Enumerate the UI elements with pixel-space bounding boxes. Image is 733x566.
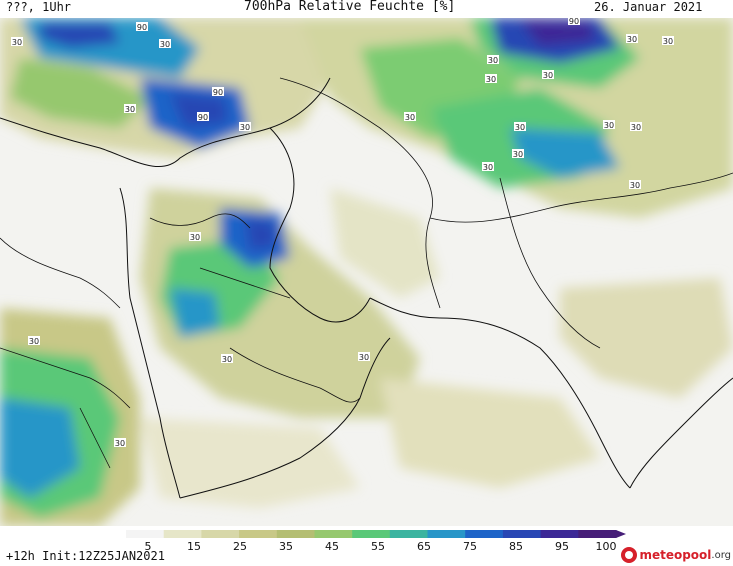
contour-label: 90	[136, 22, 148, 32]
colorbar-segment	[126, 530, 165, 538]
contour-label: 30	[629, 180, 641, 190]
logo-tld: .org	[711, 549, 731, 561]
contour-label: 30	[159, 39, 171, 49]
meteopool-logo[interactable]: meteopool .org	[621, 545, 731, 565]
svg-text:30: 30	[12, 38, 22, 47]
region-label: ???, 1Uhr	[6, 0, 72, 14]
contour-label: 30	[512, 149, 524, 159]
colorbar-segment	[201, 530, 240, 538]
contour-label: 30	[626, 34, 638, 44]
svg-text:30: 30	[240, 123, 250, 132]
contour-label: 30	[404, 112, 416, 122]
colorbar-tick-label: 100	[595, 540, 617, 553]
svg-text:30: 30	[29, 337, 39, 346]
contour-label: 30	[514, 122, 526, 132]
svg-text:30: 30	[483, 163, 493, 172]
svg-text:30: 30	[513, 150, 523, 159]
contour-label: 30	[662, 36, 674, 46]
colorbar-segment	[578, 530, 617, 538]
contour-label: 90	[197, 112, 209, 122]
contour-label: 30	[542, 70, 554, 80]
svg-text:30: 30	[631, 123, 641, 132]
coastlines-borders	[0, 77, 733, 499]
contour-label: 30	[11, 37, 23, 47]
colorbar-segment	[389, 530, 428, 538]
colorbar-segment	[465, 530, 504, 538]
colorbar-tick-label: 45	[325, 540, 339, 553]
humidity-field	[0, 18, 733, 526]
colorbar-tick-label: 55	[371, 540, 385, 553]
colorbar-tick-label: 95	[555, 540, 569, 553]
svg-text:30: 30	[488, 56, 498, 65]
colorbar-segment	[276, 530, 315, 538]
svg-text:30: 30	[663, 37, 673, 46]
svg-text:30: 30	[222, 355, 232, 364]
svg-text:30: 30	[125, 105, 135, 114]
colorbar-segment	[540, 530, 579, 538]
contour-label: 30	[487, 55, 499, 65]
contour-label: 30	[28, 336, 40, 346]
contour-label: 30	[239, 122, 251, 132]
colorbar-tick-label: 65	[417, 540, 431, 553]
contour-labels: 90 30 90 90 30 30 30 30 30 30 30 30 30 30 30 30 30 30 30 30…	[11, 18, 674, 448]
svg-text:90: 90	[213, 88, 223, 97]
svg-text:30: 30	[486, 75, 496, 84]
svg-text:90: 90	[569, 18, 579, 26]
svg-text:90: 90	[137, 23, 147, 32]
svg-text:30: 30	[515, 123, 525, 132]
map-title: 700hPa Relative Feuchte [%]	[244, 0, 456, 14]
contour-label: 30	[485, 74, 497, 84]
svg-text:30: 30	[543, 71, 553, 80]
valid-date: 26. Januar 2021	[594, 0, 703, 14]
colorbar-segment	[427, 530, 466, 538]
colorbar-segment	[239, 530, 278, 538]
contour-label: 30	[482, 162, 494, 172]
svg-text:30: 30	[359, 353, 369, 362]
svg-text:90: 90	[198, 113, 208, 122]
contour-label: 30	[358, 352, 370, 362]
colorbar-segment	[314, 530, 353, 538]
colorbar-tick-label: 5	[144, 540, 152, 553]
svg-text:30: 30	[604, 121, 614, 130]
colorbar-tick-label: 85	[509, 540, 523, 553]
colorbar-tick-label: 75	[463, 540, 477, 553]
colorbar-tick-label: 35	[279, 540, 293, 553]
contour-label: 30	[630, 122, 642, 132]
colorbar-segment	[352, 530, 391, 538]
contour-label: 30	[189, 232, 201, 242]
contour-label: 30	[221, 354, 233, 364]
colorbar-tick-label: 15	[187, 540, 201, 553]
colorbar-segment	[502, 530, 542, 538]
svg-text:30: 30	[190, 233, 200, 242]
colorbar-segment	[163, 530, 202, 538]
run-info: +12h Init:12Z25JAN2021	[6, 549, 165, 563]
contour-label: 30	[114, 438, 126, 448]
contour-label: 30	[603, 120, 615, 130]
svg-text:30: 30	[630, 181, 640, 190]
svg-text:30: 30	[405, 113, 415, 122]
logo-mark-icon	[621, 547, 638, 563]
svg-text:30: 30	[115, 439, 125, 448]
colorbar-tick-label: 25	[233, 540, 247, 553]
contour-label: 90	[568, 18, 580, 26]
humidity-map: 90 30 90 90 30 30 30 30 30 30 30 30 30 30 30 30 30 30 30 30…	[0, 18, 733, 526]
svg-text:30: 30	[627, 35, 637, 44]
svg-text:30: 30	[160, 40, 170, 49]
colorbar	[126, 530, 626, 538]
logo-brand: meteopool	[639, 548, 712, 562]
contour-label: 30	[124, 104, 136, 114]
colorbar-arrow-icon	[616, 530, 626, 538]
contour-label: 90	[212, 87, 224, 97]
